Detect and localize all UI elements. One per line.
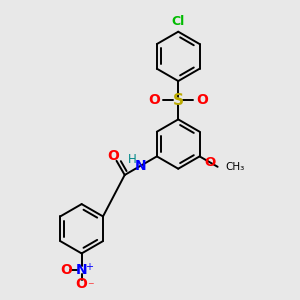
Text: N: N	[134, 159, 146, 173]
Text: N: N	[76, 263, 88, 277]
Text: H: H	[128, 153, 137, 166]
Text: O: O	[108, 149, 119, 163]
Text: O: O	[60, 263, 72, 277]
Text: S: S	[173, 93, 184, 108]
Text: O: O	[76, 277, 88, 291]
Text: ⁻: ⁻	[87, 280, 94, 293]
Text: O: O	[205, 156, 216, 169]
Text: O: O	[196, 93, 208, 107]
Text: O: O	[148, 93, 160, 107]
Text: Cl: Cl	[172, 15, 185, 28]
Text: CH₃: CH₃	[225, 162, 244, 172]
Text: +: +	[85, 262, 93, 272]
